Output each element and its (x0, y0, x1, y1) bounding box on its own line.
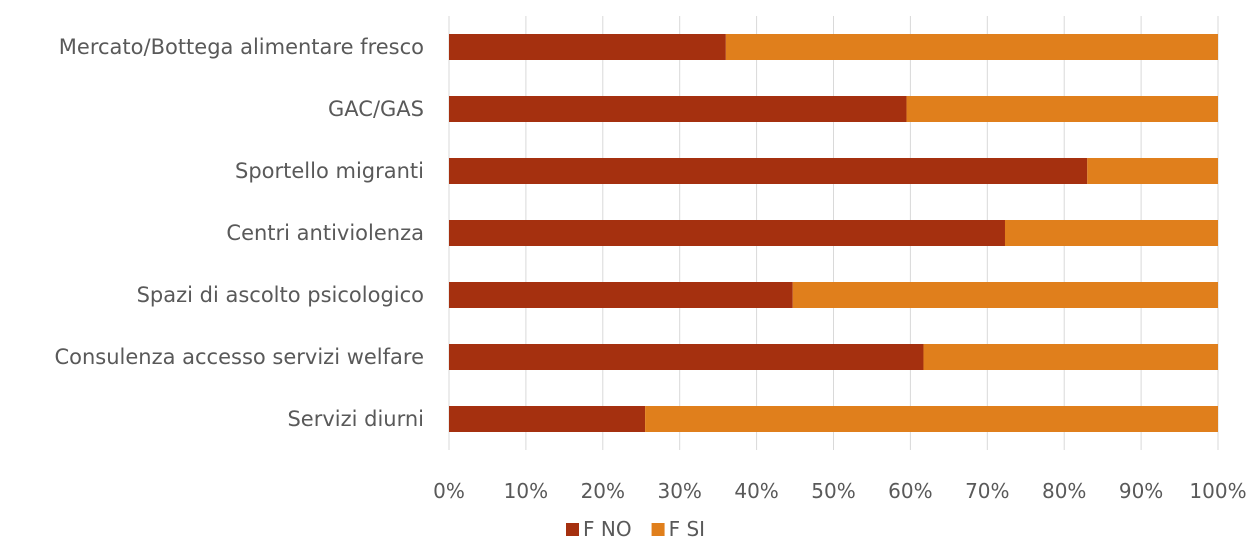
category-label: Servizi diurni (287, 407, 424, 431)
x-tick-label: 60% (888, 479, 932, 503)
bar-segment-no (449, 406, 646, 432)
category-label: GAC/GAS (328, 97, 424, 121)
x-tick-label: 20% (581, 479, 625, 503)
bar-segment-si (1087, 158, 1218, 184)
x-tick-label: 0% (433, 479, 465, 503)
x-tick-label: 50% (811, 479, 855, 503)
bar-segment-si (725, 34, 1218, 60)
legend-label: F SI (669, 517, 705, 541)
category-label: Mercato/Bottega alimentare fresco (59, 35, 424, 59)
bar-segment-no (449, 220, 1005, 246)
x-tick-label: 100% (1189, 479, 1246, 503)
bar-segment-no (449, 34, 726, 60)
x-tick-label: 30% (657, 479, 701, 503)
x-tick-label: 10% (504, 479, 548, 503)
bar-segment-si (645, 406, 1218, 432)
bar-segment-si (906, 96, 1218, 122)
legend-swatch (651, 523, 665, 536)
bar-segment-no (449, 158, 1088, 184)
bar-segment-si (1004, 220, 1218, 246)
x-tick-label: 80% (1042, 479, 1086, 503)
bar-segment-si (923, 344, 1218, 370)
category-label: Centri antiviolenza (226, 221, 424, 245)
x-tick-label: 70% (965, 479, 1009, 503)
legend-swatch (566, 523, 579, 536)
category-label: Consulenza accesso servizi welfare (54, 345, 424, 369)
x-tick-label: 40% (734, 479, 778, 503)
category-label: Sportello migranti (235, 159, 424, 183)
bar-segment-si (792, 282, 1218, 308)
x-tick-label: 90% (1119, 479, 1163, 503)
bar-segment-no (449, 344, 924, 370)
category-label: Spazi di ascolto psicologico (137, 283, 424, 307)
bar-segment-no (449, 282, 793, 308)
legend-label: F NO (583, 517, 632, 541)
bar-segment-no (449, 96, 907, 122)
